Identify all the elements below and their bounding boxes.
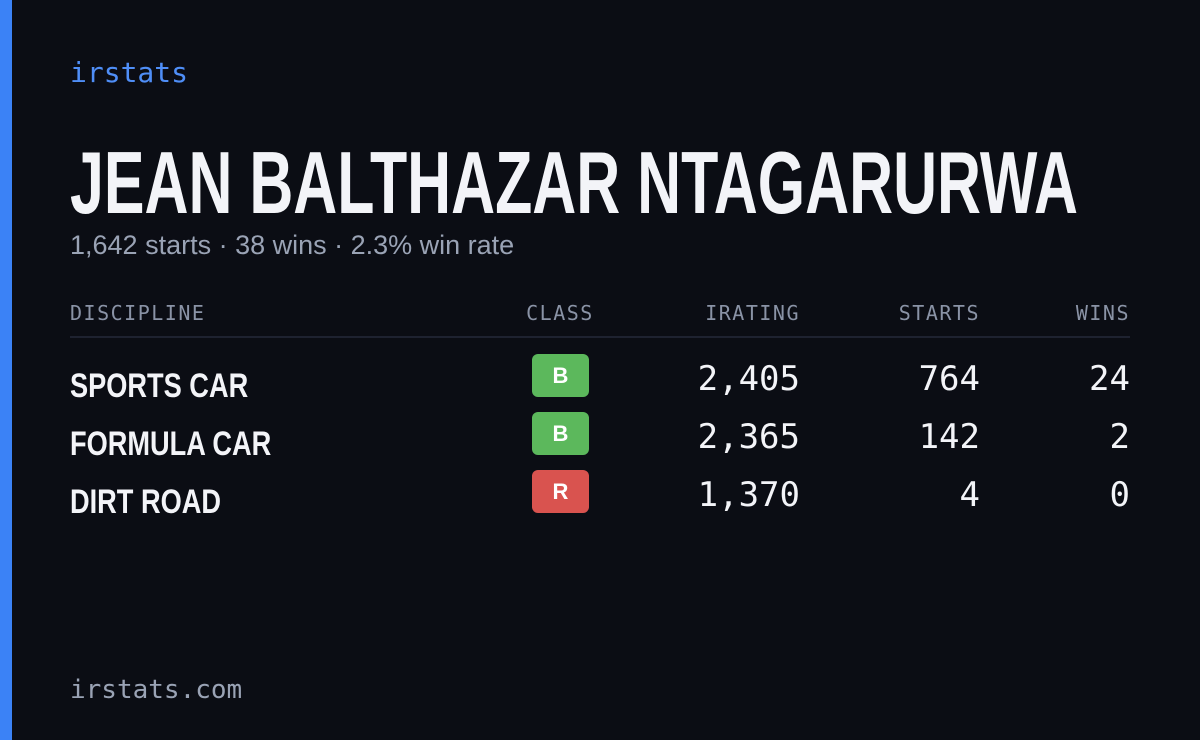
class-badge <box>532 412 589 455</box>
class-letter: B <box>553 363 569 388</box>
column-header: WINS <box>1076 301 1130 325</box>
class-badge <box>532 354 589 397</box>
starts: 764 <box>919 359 980 399</box>
discipline-wrap: SPORTS CAR <box>70 366 248 405</box>
discipline: FORMULA CAR <box>70 424 271 463</box>
class-letter: B <box>553 421 569 446</box>
accent-bar <box>0 0 12 740</box>
discipline-wrap: DIRT ROAD <box>70 482 221 521</box>
player-summary: 1,642 starts · 38 wins · 2.3% win rate <box>70 230 514 260</box>
starts: 142 <box>919 417 980 457</box>
starts: 4 <box>960 475 980 515</box>
class-letter: R <box>553 479 569 504</box>
irating: 2,365 <box>698 417 800 457</box>
wins: 0 <box>1110 475 1130 515</box>
class-badge <box>532 470 589 513</box>
wins: 2 <box>1110 417 1130 457</box>
column-header: IRATING <box>705 301 800 325</box>
discipline: DIRT ROAD <box>70 482 221 521</box>
column-header: CLASS <box>526 301 594 325</box>
wins: 24 <box>1089 359 1130 399</box>
irating: 1,370 <box>698 475 800 515</box>
footer: irstats.com <box>70 675 242 705</box>
irating: 2,405 <box>698 359 800 399</box>
discipline-wrap: FORMULA CAR <box>70 424 271 463</box>
player-name: JEAN BALTHAZAR NTAGARURWA <box>70 133 1078 232</box>
discipline: SPORTS CAR <box>70 366 248 405</box>
column-header: STARTS <box>899 301 980 325</box>
brand: irstats <box>70 56 188 89</box>
column-header: DISCIPLINE <box>70 301 205 325</box>
